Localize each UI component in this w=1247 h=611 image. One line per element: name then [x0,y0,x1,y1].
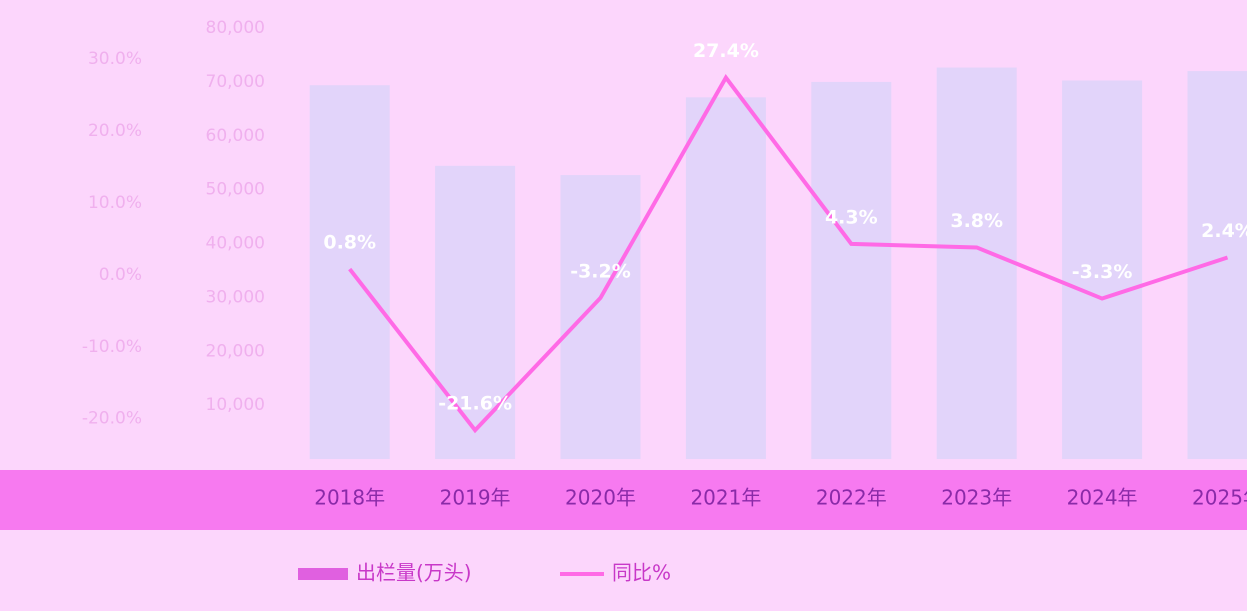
x-tick-label: 2018年 [314,486,385,510]
data-label: 0.8% [323,232,376,254]
bar [937,68,1017,459]
y2-tick-label: 20.0% [88,121,142,141]
bar [811,82,891,459]
data-label: -3.2% [570,260,631,282]
y-tick-label: 80,000 [206,18,265,38]
x-tick-label: 2019年 [440,486,511,510]
x-tick-label: 2023年 [941,486,1012,510]
bar [686,97,766,459]
y2-tick-label: 30.0% [88,49,142,69]
y-tick-label: 20,000 [206,341,265,361]
x-tick-label: 2024年 [1067,486,1138,510]
bar [435,166,515,459]
y-tick-label: 60,000 [206,126,265,146]
y2-tick-label: 10.0% [88,193,142,213]
data-label: -3.3% [1072,261,1133,283]
data-label: 3.8% [950,210,1003,232]
y2-tick-label: 0.0% [99,265,142,285]
data-label: -21.6% [438,393,512,415]
x-tick-label: 2021年 [690,486,761,510]
legend-label: 同比% [612,561,671,585]
y-tick-label: 10,000 [206,395,265,415]
bar [561,175,641,459]
y-tick-label: 50,000 [206,180,265,200]
x-tick-label: 2025年 [1192,486,1247,510]
data-label: 2.4% [1201,220,1247,242]
legend-label: 出栏量(万头) [356,561,472,585]
data-label: 4.3% [825,206,878,228]
y-tick-label: 30,000 [206,287,265,307]
legend-swatch [298,568,348,580]
y2-tick-label: -10.0% [82,337,142,357]
x-tick-label: 2020年 [565,486,636,510]
y-tick-label: 70,000 [206,72,265,92]
x-tick-label: 2022年 [816,486,887,510]
y2-tick-label: -20.0% [82,409,142,429]
data-label: 27.4% [693,40,759,62]
bar [1188,71,1247,459]
y-tick-label: 40,000 [206,234,265,254]
